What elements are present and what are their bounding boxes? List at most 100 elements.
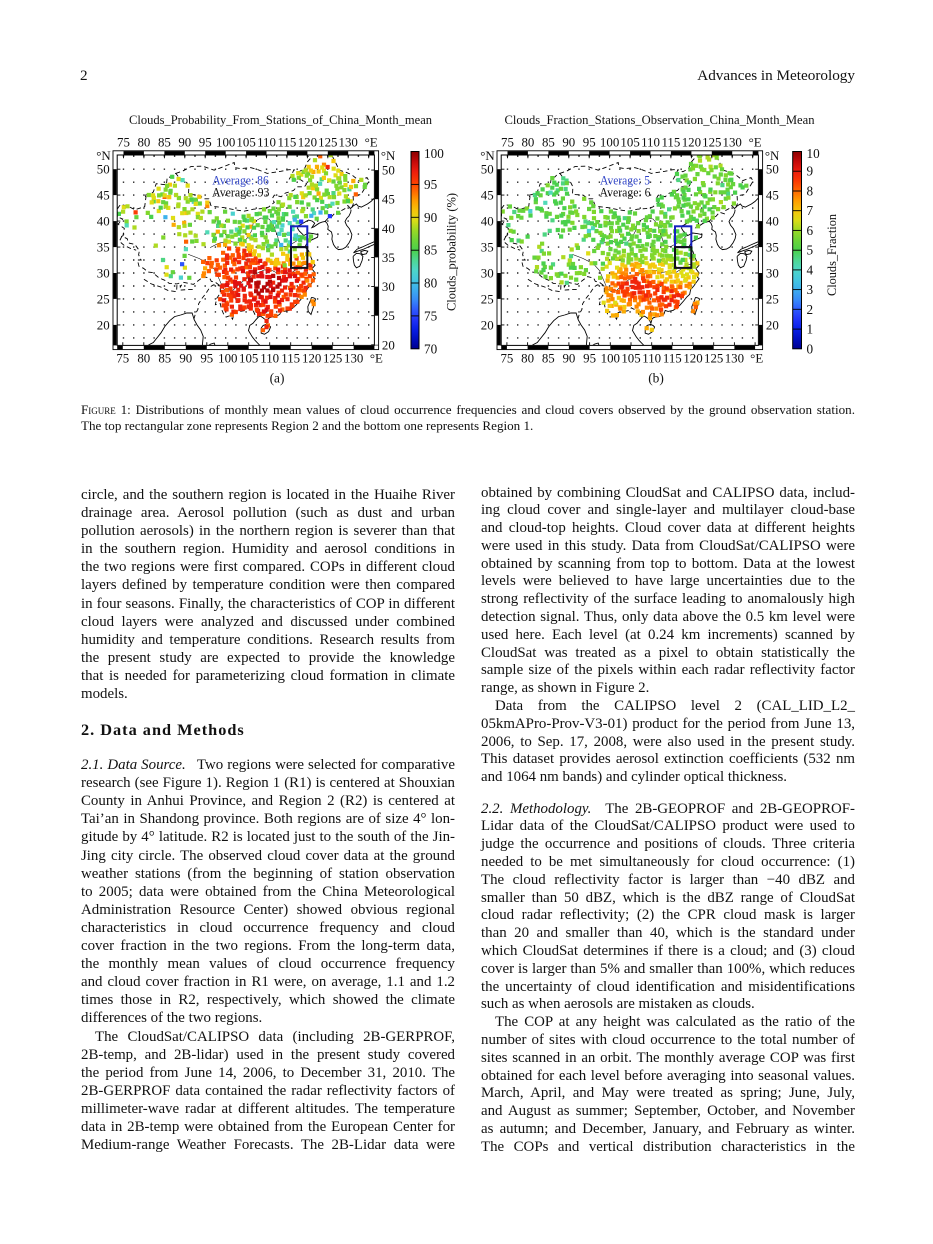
- svg-text:Clouds_Fraction_Stations_Obser: Clouds_Fraction_Stations_Observation_Chi…: [505, 112, 815, 127]
- svg-text:115: 115: [281, 352, 300, 366]
- svg-text:90: 90: [178, 136, 191, 150]
- svg-text:80: 80: [137, 136, 150, 150]
- svg-text:95: 95: [200, 352, 213, 366]
- svg-text:Average: 5: Average: 5: [600, 173, 650, 188]
- svg-text:105: 105: [621, 352, 640, 366]
- svg-text:30: 30: [766, 267, 779, 281]
- svg-text:100: 100: [601, 352, 620, 366]
- svg-text:110: 110: [257, 136, 276, 150]
- svg-text:95: 95: [199, 136, 212, 150]
- svg-text:(b): (b): [648, 371, 664, 386]
- svg-text:90: 90: [562, 136, 575, 150]
- svg-text:115: 115: [663, 352, 682, 366]
- svg-text:120: 120: [683, 352, 702, 366]
- svg-text:8: 8: [807, 184, 814, 199]
- svg-text:120: 120: [682, 136, 701, 150]
- svg-text:90: 90: [562, 352, 575, 366]
- svg-text:80: 80: [521, 136, 534, 150]
- svg-text:100: 100: [600, 136, 619, 150]
- svg-text:95: 95: [583, 136, 596, 150]
- svg-text:°N: °N: [381, 149, 396, 163]
- svg-text:75: 75: [501, 136, 514, 150]
- svg-text:5: 5: [807, 243, 814, 258]
- svg-text:85: 85: [542, 136, 555, 150]
- svg-text:7: 7: [807, 203, 814, 218]
- svg-text:Average: 93: Average: 93: [212, 185, 270, 200]
- svg-text:35: 35: [766, 241, 779, 255]
- svg-text:95: 95: [583, 352, 596, 366]
- svg-text:6: 6: [807, 223, 814, 238]
- svg-text:45: 45: [766, 189, 779, 203]
- svg-text:40: 40: [382, 222, 395, 236]
- svg-text:120: 120: [302, 352, 321, 366]
- svg-text:80: 80: [424, 276, 438, 291]
- svg-text:50: 50: [766, 163, 779, 177]
- svg-text:Average: 6: Average: 6: [600, 185, 651, 200]
- svg-text:85: 85: [158, 136, 171, 150]
- svg-text:125: 125: [702, 136, 721, 150]
- svg-text:115: 115: [661, 136, 680, 150]
- svg-text:90: 90: [179, 352, 192, 366]
- svg-text:85: 85: [158, 352, 171, 366]
- svg-text:30: 30: [97, 267, 110, 281]
- svg-text:75: 75: [117, 136, 130, 150]
- svg-text:40: 40: [766, 215, 779, 229]
- svg-text:125: 125: [323, 352, 342, 366]
- svg-text:80: 80: [521, 352, 534, 366]
- svg-text:130: 130: [339, 136, 358, 150]
- svg-text:Clouds_probability (%): Clouds_probability (%): [445, 193, 459, 311]
- svg-text:30: 30: [481, 267, 494, 281]
- svg-text:25: 25: [382, 309, 395, 323]
- svg-text:20: 20: [382, 338, 395, 352]
- svg-text:105: 105: [236, 136, 255, 150]
- svg-text:25: 25: [766, 292, 779, 306]
- svg-text:10: 10: [807, 146, 821, 161]
- svg-text:100: 100: [424, 146, 444, 161]
- svg-text:95: 95: [424, 177, 438, 192]
- svg-text:2: 2: [807, 302, 814, 317]
- svg-text:110: 110: [260, 352, 279, 366]
- svg-text:4: 4: [807, 262, 814, 277]
- svg-text:75: 75: [500, 352, 513, 366]
- svg-text:130: 130: [725, 352, 744, 366]
- svg-text:115: 115: [277, 136, 296, 150]
- svg-text:35: 35: [481, 241, 494, 255]
- svg-text:110: 110: [642, 352, 661, 366]
- svg-text:130: 130: [723, 136, 742, 150]
- svg-text:45: 45: [481, 189, 494, 203]
- svg-text:110: 110: [641, 136, 660, 150]
- svg-text:Clouds_Probability_From_Statio: Clouds_Probability_From_Stations_of_Chin…: [129, 112, 432, 127]
- svg-text:25: 25: [97, 292, 110, 306]
- svg-text:85: 85: [542, 352, 555, 366]
- svg-text:75: 75: [424, 308, 438, 323]
- svg-text:90: 90: [424, 210, 438, 225]
- svg-text:105: 105: [620, 136, 639, 150]
- svg-text:80: 80: [137, 352, 150, 366]
- svg-text:°E: °E: [365, 136, 378, 150]
- svg-text:0: 0: [807, 341, 814, 356]
- svg-text:°N: °N: [765, 149, 780, 163]
- svg-text:50: 50: [481, 163, 494, 177]
- svg-text:125: 125: [318, 136, 337, 150]
- svg-text:85: 85: [424, 243, 438, 258]
- svg-text:100: 100: [216, 136, 235, 150]
- svg-text:125: 125: [704, 352, 723, 366]
- svg-text:°N: °N: [96, 149, 111, 163]
- svg-text:°E: °E: [370, 352, 383, 366]
- svg-text:1: 1: [807, 322, 814, 337]
- svg-text:35: 35: [382, 251, 395, 265]
- svg-text:9: 9: [807, 164, 814, 179]
- svg-text:20: 20: [481, 318, 494, 332]
- svg-text:40: 40: [97, 215, 110, 229]
- svg-text:3: 3: [807, 282, 814, 297]
- svg-text:20: 20: [97, 318, 110, 332]
- svg-text:75: 75: [116, 352, 129, 366]
- svg-text:30: 30: [382, 280, 395, 294]
- svg-text:45: 45: [97, 189, 110, 203]
- svg-text:20: 20: [766, 318, 779, 332]
- svg-text:130: 130: [344, 352, 363, 366]
- svg-text:Average: 86: Average: 86: [212, 173, 269, 188]
- svg-text:105: 105: [239, 352, 258, 366]
- svg-text:45: 45: [382, 193, 395, 207]
- svg-text:°E: °E: [750, 352, 763, 366]
